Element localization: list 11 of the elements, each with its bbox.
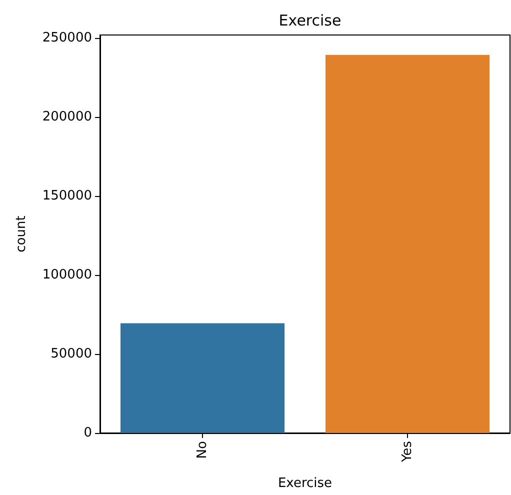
x-axis-title: Exercise (278, 476, 332, 491)
y-tick-label: 0 (84, 426, 92, 440)
x-tick-label: No (195, 440, 210, 459)
y-tick-label: 150000 (42, 188, 92, 204)
y-axis-title: count (14, 216, 29, 252)
y-tick-label: 50000 (50, 346, 92, 362)
y-tick-label: 200000 (42, 110, 92, 125)
y-tick-label: 250000 (42, 30, 92, 46)
chart-title: Exercise (278, 12, 342, 30)
y-tick-label: 100000 (42, 268, 92, 283)
x-tick-label: Yes (400, 440, 415, 463)
